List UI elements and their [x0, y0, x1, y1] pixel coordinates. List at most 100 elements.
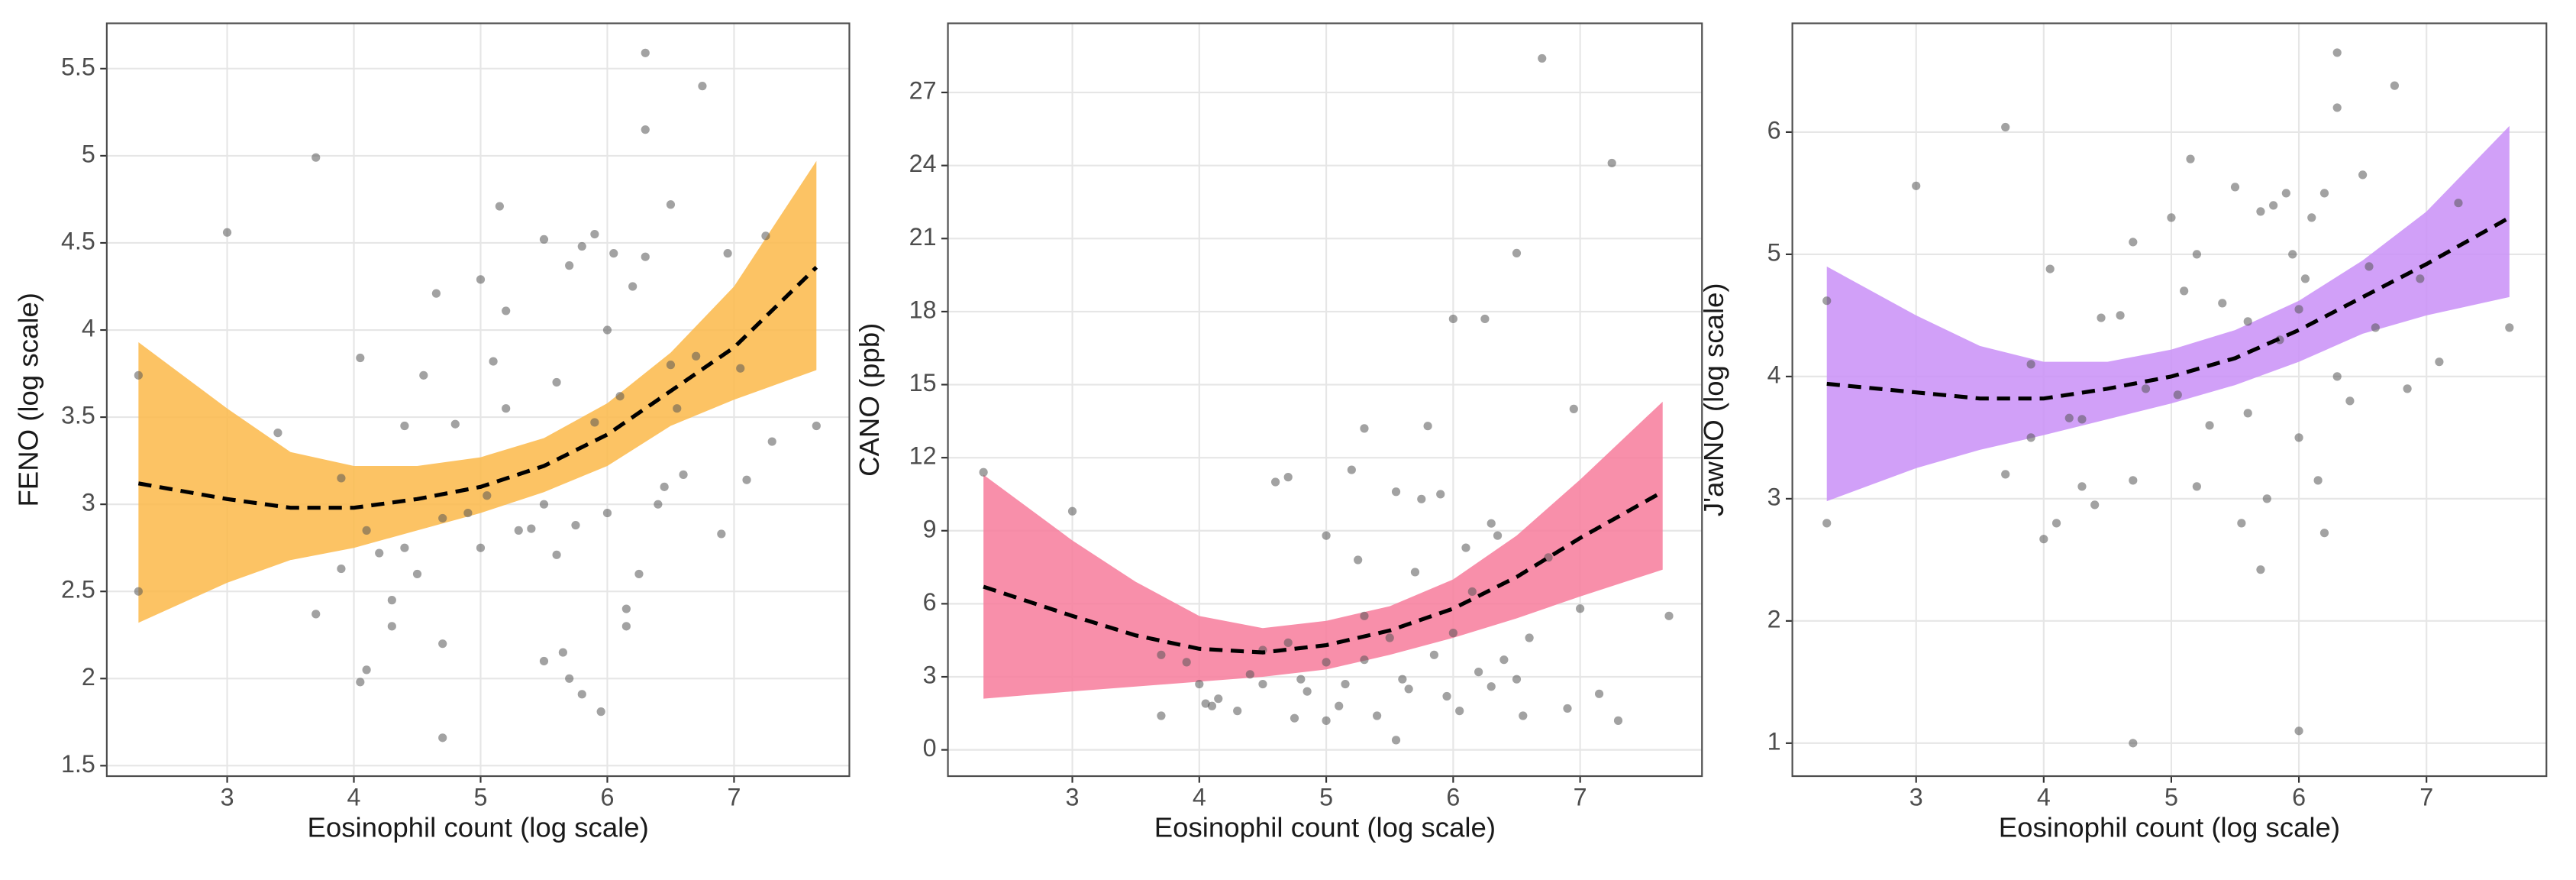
data-point	[552, 550, 561, 559]
data-point	[400, 543, 409, 552]
data-point	[483, 491, 492, 500]
data-point	[1245, 670, 1254, 679]
data-point	[1391, 487, 1401, 497]
data-point	[621, 622, 631, 631]
data-point	[641, 125, 650, 134]
data-point	[2371, 323, 2380, 332]
data-point	[679, 470, 688, 479]
data-point	[1303, 687, 1312, 696]
x-tick-label: 4	[347, 784, 361, 811]
data-point	[565, 674, 574, 683]
x-tick-label: 6	[600, 784, 614, 811]
data-point	[1341, 679, 1350, 689]
data-point	[1512, 248, 1522, 257]
data-point	[2001, 470, 2010, 479]
data-point	[596, 707, 605, 717]
y-axis-title: CANO (ppb)	[854, 323, 885, 477]
data-point	[2180, 286, 2189, 296]
data-point	[1195, 679, 1204, 689]
data-point	[2294, 305, 2303, 314]
data-point	[476, 543, 486, 552]
y-tick-label: 12	[909, 442, 937, 470]
y-tick-label: 6	[923, 588, 937, 616]
data-point	[742, 475, 751, 484]
x-axis-title: Eosinophil count (log scale)	[1154, 812, 1496, 843]
data-point	[337, 474, 346, 483]
data-point	[1410, 568, 1420, 577]
data-point	[1290, 713, 1299, 723]
data-point	[1499, 655, 1509, 665]
data-point	[979, 467, 988, 477]
data-point	[134, 370, 143, 380]
data-point	[1429, 650, 1439, 659]
data-point	[1207, 701, 1217, 710]
panel: 3 4 5 6 7 0 3 6 9 12 15 18 21 24 27 Eosinophil count (l…	[854, 22, 1703, 843]
data-point	[1474, 668, 1483, 677]
data-point	[602, 508, 612, 518]
data-point	[2090, 500, 2100, 510]
data-point	[431, 289, 441, 298]
data-point	[692, 351, 701, 361]
data-point	[273, 429, 282, 438]
data-point	[1613, 716, 1623, 725]
data-point	[761, 231, 770, 241]
data-point	[2435, 358, 2444, 367]
data-point	[2173, 390, 2182, 400]
data-point	[2281, 189, 2290, 198]
data-point	[1442, 691, 1451, 701]
data-point	[1480, 314, 1490, 324]
data-point	[2230, 183, 2240, 192]
data-point	[1455, 707, 1464, 716]
data-point	[438, 513, 447, 523]
data-point	[1391, 736, 1401, 745]
data-point	[337, 564, 346, 574]
y-tick-label: 5	[1767, 238, 1781, 266]
y-tick-label: 2	[1767, 605, 1781, 632]
data-point	[1347, 465, 1356, 474]
data-point	[1067, 506, 1077, 516]
data-point	[489, 357, 498, 366]
data-point	[387, 596, 396, 605]
plot-background	[106, 23, 850, 777]
data-point	[362, 526, 371, 535]
x-tick-label: 3	[1909, 784, 1923, 811]
data-point	[2192, 482, 2201, 491]
data-point	[1487, 519, 1496, 528]
data-point	[312, 153, 321, 162]
x-tick-label: 3	[1066, 784, 1080, 811]
data-point	[1335, 701, 1344, 710]
data-point	[2313, 476, 2323, 485]
data-point	[400, 421, 409, 431]
data-point	[2077, 482, 2087, 491]
data-point	[1385, 633, 1394, 642]
data-point	[1258, 679, 1267, 689]
data-point	[812, 421, 821, 431]
y-tick-label: 3	[82, 489, 95, 516]
x-tick-label: 7	[2419, 784, 2433, 811]
data-point	[1519, 711, 1528, 720]
data-point	[2218, 299, 2227, 308]
data-point	[558, 648, 567, 657]
data-point	[2416, 274, 2425, 283]
data-point	[2256, 207, 2265, 216]
data-point	[356, 678, 365, 687]
data-point	[666, 361, 676, 370]
data-point	[387, 622, 396, 631]
data-point	[2116, 311, 2125, 320]
data-point	[502, 404, 511, 413]
data-point	[539, 235, 549, 244]
data-point	[2129, 238, 2138, 247]
data-point	[2026, 360, 2035, 369]
confidence-band	[983, 401, 1663, 699]
data-point	[590, 229, 599, 239]
data-point	[571, 520, 580, 530]
x-tick-label: 6	[2292, 784, 2306, 811]
data-point	[2288, 250, 2297, 259]
y-tick-label: 9	[923, 515, 937, 542]
data-point	[609, 249, 618, 258]
y-tick-label: 3	[1767, 483, 1781, 510]
fit-line	[137, 266, 818, 510]
data-point	[641, 48, 650, 57]
